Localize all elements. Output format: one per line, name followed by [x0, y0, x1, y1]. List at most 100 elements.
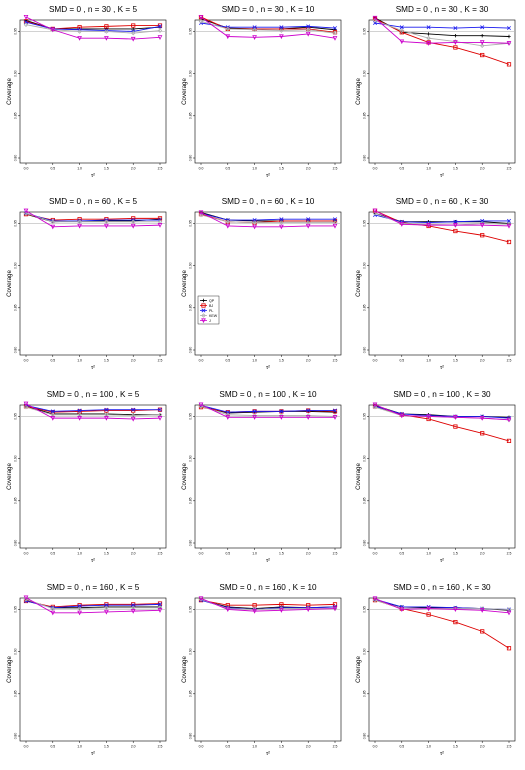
y-tick-label: 0.80	[363, 347, 367, 354]
y-tick-label: 0.90	[189, 648, 193, 655]
data-point-j	[479, 608, 485, 613]
plot-frame	[368, 19, 516, 164]
data-point-pl	[306, 408, 311, 413]
y-tick-label: 0.85	[14, 497, 18, 504]
series-line-pl	[25, 212, 160, 222]
y-axis-label: Coverage	[355, 463, 362, 490]
series-line-qp	[200, 18, 336, 31]
data-point-bj	[332, 602, 338, 607]
chart-title: SMD = 0 , n = 60 , K = 30	[396, 197, 489, 206]
data-point-kew	[50, 219, 56, 225]
data-point-j	[198, 14, 204, 20]
plot-frame	[19, 597, 167, 742]
data-point-j	[332, 606, 338, 612]
data-point-kew	[104, 219, 109, 225]
data-point-j	[77, 610, 82, 616]
data-point-kew	[225, 219, 231, 225]
data-point-bj	[332, 409, 338, 414]
legend-label-bj: BJ	[209, 304, 213, 308]
data-point-j	[399, 413, 405, 419]
data-point-pl	[333, 408, 337, 413]
data-point-kew	[305, 27, 311, 33]
data-point-j	[426, 223, 431, 228]
x-tick-label: 0.0	[199, 745, 204, 749]
y-tick-label: 0.95	[14, 28, 18, 35]
data-point-kew	[479, 43, 485, 49]
data-point-kew	[77, 219, 82, 225]
y-tick-label: 0.95	[14, 606, 18, 613]
plot-frame	[194, 404, 342, 549]
x-tick-label: 1.0	[77, 745, 82, 749]
x-tick-label: 0.0	[24, 745, 29, 749]
chart-title: SMD = 0 , n = 60 , K = 5	[49, 197, 138, 206]
y-tick-label: 0.80	[363, 155, 367, 162]
y-tick-label: 0.95	[189, 606, 193, 613]
data-point-j	[426, 414, 431, 420]
y-tick-label: 0.90	[189, 262, 193, 269]
data-point-j	[23, 595, 29, 601]
y-tick-label: 0.90	[14, 262, 18, 269]
series-line-j	[374, 404, 510, 421]
x-tick-label: 2.5	[333, 359, 338, 363]
x-tick-label: 0.5	[50, 359, 55, 363]
x-tick-label: 1.5	[453, 745, 458, 749]
x-tick-label: 2.5	[507, 167, 512, 171]
y-axis-label: Coverage	[6, 78, 13, 105]
chart-panel: SMD = 0 , n = 100 , K = 5 Coverage τ² 0.0 0.…	[6, 390, 167, 564]
data-point-bj	[480, 233, 485, 238]
x-tick-label: 2.0	[480, 745, 485, 749]
y-axis-label: Coverage	[355, 78, 362, 105]
data-point-kew	[506, 222, 512, 227]
data-point-kew	[77, 29, 82, 34]
series-line-j	[374, 210, 510, 227]
x-tick-label: 1.0	[252, 745, 257, 749]
data-point-j	[198, 596, 204, 602]
y-axis-label: Coverage	[6, 270, 13, 297]
data-point-j	[225, 607, 231, 613]
data-point-pl	[507, 218, 511, 223]
data-point-kew	[157, 605, 163, 611]
data-point-pl	[77, 604, 82, 609]
series-line-j	[25, 210, 161, 228]
y-tick-label: 0.95	[363, 413, 367, 420]
data-point-kew	[23, 211, 29, 216]
data-point-kew	[279, 28, 284, 33]
series-line-kew	[25, 598, 160, 610]
x-tick-label: 1.5	[104, 167, 109, 171]
series-line-j	[25, 16, 161, 40]
data-point-j	[252, 35, 257, 40]
data-point-kew	[77, 606, 82, 611]
y-tick-label: 0.90	[189, 70, 193, 77]
x-tick-label: 2.0	[131, 552, 136, 556]
chart-title: SMD = 0 , n = 100 , K = 10	[219, 390, 317, 399]
series-line-pl	[200, 212, 335, 221]
data-point-j	[104, 609, 109, 615]
y-tick-label: 0.90	[363, 648, 367, 655]
x-tick-label: 0.5	[50, 745, 55, 749]
x-tick-label: 0.5	[50, 167, 55, 171]
data-point-qp	[480, 33, 484, 38]
x-tick-label: 1.0	[426, 552, 431, 556]
series-line-j	[200, 212, 335, 228]
legend-marker-pl	[201, 308, 206, 313]
data-point-j	[479, 40, 485, 46]
y-tick-label: 0.80	[14, 347, 18, 354]
series-line-bj	[25, 213, 160, 221]
data-point-j	[157, 608, 163, 613]
data-point-kew	[198, 404, 204, 409]
legend-marker-kew	[201, 313, 206, 318]
data-point-bj	[131, 23, 136, 28]
chart-title: SMD = 0 , n = 30 , K = 30	[396, 5, 489, 14]
series-line-qp	[374, 405, 510, 418]
data-point-pl	[252, 25, 257, 30]
data-point-j	[130, 416, 136, 422]
series-line-kew	[374, 20, 510, 47]
y-tick-label: 0.85	[363, 304, 367, 311]
data-point-j	[130, 609, 136, 614]
chart-panel: SMD = 0 , n = 160 , K = 30 Coverage τ² 0.0 0…	[355, 583, 516, 757]
x-tick-label: 1.0	[252, 359, 257, 363]
series-line-kew	[200, 20, 336, 34]
y-tick-label: 0.95	[189, 28, 193, 35]
data-point-j	[399, 222, 405, 227]
y-tick-label: 0.85	[363, 690, 367, 697]
